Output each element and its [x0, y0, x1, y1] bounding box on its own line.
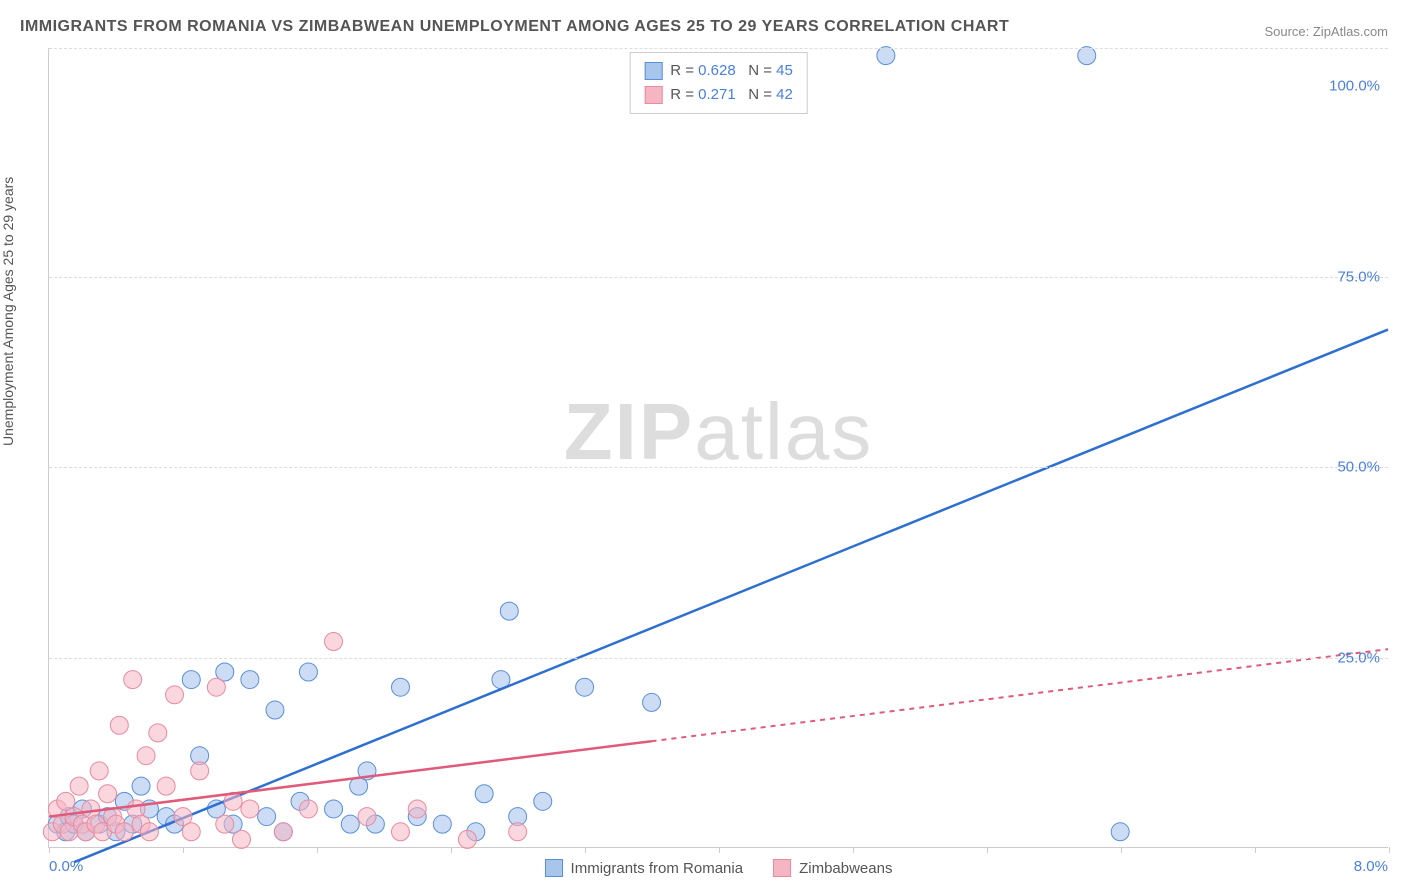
x-tick — [317, 847, 318, 853]
legend-swatch — [773, 859, 791, 877]
series-name: Zimbabweans — [799, 860, 892, 877]
chart-svg — [49, 48, 1388, 847]
legend-swatch — [644, 62, 662, 80]
series-legend-item: Immigrants from Romania — [545, 859, 744, 877]
data-point — [241, 671, 259, 689]
data-point — [877, 47, 895, 65]
data-point — [216, 815, 234, 833]
data-point — [576, 678, 594, 696]
data-point — [207, 678, 225, 696]
data-point — [1111, 823, 1129, 841]
source-attribution: Source: ZipAtlas.com — [1264, 24, 1388, 39]
trend-line-extrapolated — [652, 649, 1388, 741]
x-tick — [49, 847, 50, 853]
x-tick — [183, 847, 184, 853]
data-point — [137, 747, 155, 765]
gridline — [49, 658, 1388, 659]
data-point — [191, 762, 209, 780]
legend-row: R = 0.271 N = 42 — [644, 83, 793, 107]
gridline — [49, 277, 1388, 278]
data-point — [232, 830, 250, 848]
x-tick — [1121, 847, 1122, 853]
x-tick — [719, 847, 720, 853]
data-point — [140, 823, 158, 841]
data-point — [90, 762, 108, 780]
legend-row: R = 0.628 N = 45 — [644, 59, 793, 83]
x-tick — [585, 847, 586, 853]
x-tick — [987, 847, 988, 853]
data-point — [391, 823, 409, 841]
data-point — [110, 716, 128, 734]
correlation-legend: R = 0.628 N = 45R = 0.271 N = 42 — [629, 52, 808, 114]
x-tick — [1389, 847, 1390, 853]
x-tick — [451, 847, 452, 853]
legend-swatch — [545, 859, 563, 877]
data-point — [241, 800, 259, 818]
data-point — [157, 777, 175, 795]
data-point — [149, 724, 167, 742]
data-point — [1078, 47, 1096, 65]
data-point — [299, 800, 317, 818]
data-point — [458, 830, 476, 848]
data-point — [534, 792, 552, 810]
data-point — [132, 777, 150, 795]
legend-stats: R = 0.628 N = 45 — [670, 59, 793, 83]
y-tick-label: 75.0% — [1337, 268, 1380, 285]
data-point — [475, 785, 493, 803]
data-point — [358, 808, 376, 826]
y-tick-label: 25.0% — [1337, 649, 1380, 666]
series-legend-item: Zimbabweans — [773, 859, 892, 877]
data-point — [509, 823, 527, 841]
series-legend: Immigrants from Romania Zimbabweans — [545, 859, 893, 877]
chart-title: IMMIGRANTS FROM ROMANIA VS ZIMBABWEAN UN… — [20, 18, 1009, 36]
y-tick-label: 50.0% — [1337, 459, 1380, 476]
data-point — [325, 633, 343, 651]
plot-area: ZIPatlas R = 0.628 N = 45R = 0.271 N = 4… — [48, 48, 1388, 848]
data-point — [391, 678, 409, 696]
data-point — [274, 823, 292, 841]
gridline — [49, 48, 1388, 49]
data-point — [433, 815, 451, 833]
data-point — [408, 800, 426, 818]
data-point — [115, 823, 133, 841]
x-tick — [853, 847, 854, 853]
y-tick-label: 100.0% — [1329, 78, 1380, 95]
data-point — [341, 815, 359, 833]
data-point — [124, 671, 142, 689]
data-point — [643, 693, 661, 711]
data-point — [182, 671, 200, 689]
data-point — [166, 686, 184, 704]
x-axis-min-label: 0.0% — [49, 858, 83, 875]
data-point — [299, 663, 317, 681]
data-point — [258, 808, 276, 826]
legend-swatch — [644, 86, 662, 104]
data-point — [500, 602, 518, 620]
x-axis-max-label: 8.0% — [1354, 858, 1388, 875]
gridline — [49, 467, 1388, 468]
trend-line — [74, 330, 1388, 863]
series-name: Immigrants from Romania — [571, 860, 744, 877]
x-tick — [1255, 847, 1256, 853]
data-point — [325, 800, 343, 818]
data-point — [182, 823, 200, 841]
data-point — [266, 701, 284, 719]
data-point — [99, 785, 117, 803]
y-axis-label: Unemployment Among Ages 25 to 29 years — [0, 177, 16, 446]
legend-stats: R = 0.271 N = 42 — [670, 83, 793, 107]
data-point — [70, 777, 88, 795]
